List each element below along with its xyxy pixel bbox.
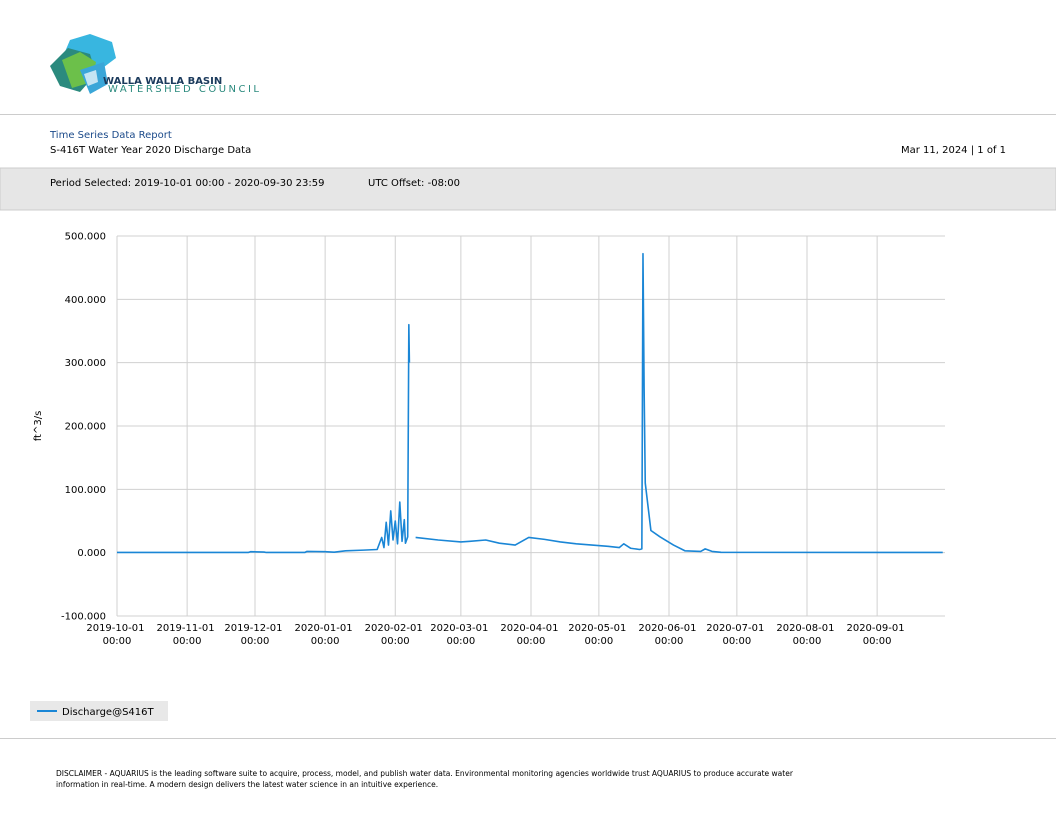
y-tick-label: 0.000 bbox=[77, 548, 106, 559]
x-tick-label: 2020-09-01 00:00 bbox=[846, 623, 907, 647]
chart: -100.000 0.000 100.000 200.000 300.000 400.00… bbox=[30, 232, 945, 721]
x-tick-label: 2019-12-01 00:00 bbox=[224, 623, 285, 647]
utc-offset: UTC Offset: -08:00 bbox=[368, 178, 460, 189]
report-date: Mar 11, 2024 | 1 of 1 bbox=[901, 145, 1006, 156]
x-tick-label: 2020-01-01 00:00 bbox=[294, 623, 355, 647]
legend-box bbox=[30, 701, 168, 721]
y-tick-label: 400.000 bbox=[65, 295, 106, 306]
disclaimer: DISCLAIMER - AQUARIUS is the leading sof… bbox=[56, 769, 793, 789]
x-tick-label: 2020-02-01 00:00 bbox=[365, 623, 426, 647]
legend-label: Discharge@S416T bbox=[62, 707, 155, 718]
y-tick-label: -100.000 bbox=[61, 612, 106, 623]
logo-subtitle: WATERSHED COUNCIL bbox=[108, 84, 262, 95]
report-subtitle: S-416T Water Year 2020 Discharge Data bbox=[50, 145, 251, 156]
x-tick-label: 2020-05-01 00:00 bbox=[568, 623, 629, 647]
x-tick-label: 2020-04-01 00:00 bbox=[500, 623, 561, 647]
y-tick-label: 200.000 bbox=[65, 422, 106, 433]
y-tick-label: 500.000 bbox=[65, 232, 106, 243]
x-tick-label: 2020-07-01 00:00 bbox=[706, 623, 767, 647]
period-band bbox=[0, 167, 1056, 211]
period-selected: Period Selected: 2019-10-01 00:00 - 2020… bbox=[50, 178, 324, 189]
x-tick-label: 2020-08-01 00:00 bbox=[776, 623, 837, 647]
x-tick-label: 2020-03-01 00:00 bbox=[430, 623, 491, 647]
report-title: Time Series Data Report bbox=[49, 130, 172, 141]
series-line bbox=[117, 252, 943, 554]
y-tick-label: 100.000 bbox=[65, 485, 106, 496]
x-tick-label: 2019-11-01 00:00 bbox=[156, 623, 217, 647]
x-tick-label: 2020-06-01 00:00 bbox=[638, 623, 699, 647]
y-tick-label: 300.000 bbox=[65, 358, 106, 369]
y-axis-label: ft^3/s bbox=[33, 411, 44, 442]
logo-title: WALLA WALLA BASIN bbox=[103, 76, 222, 87]
x-tick-label: 2019-10-01 00:00 bbox=[86, 623, 147, 647]
logo: WALLA WALLA BASIN WATERSHED COUNCIL bbox=[50, 34, 262, 95]
